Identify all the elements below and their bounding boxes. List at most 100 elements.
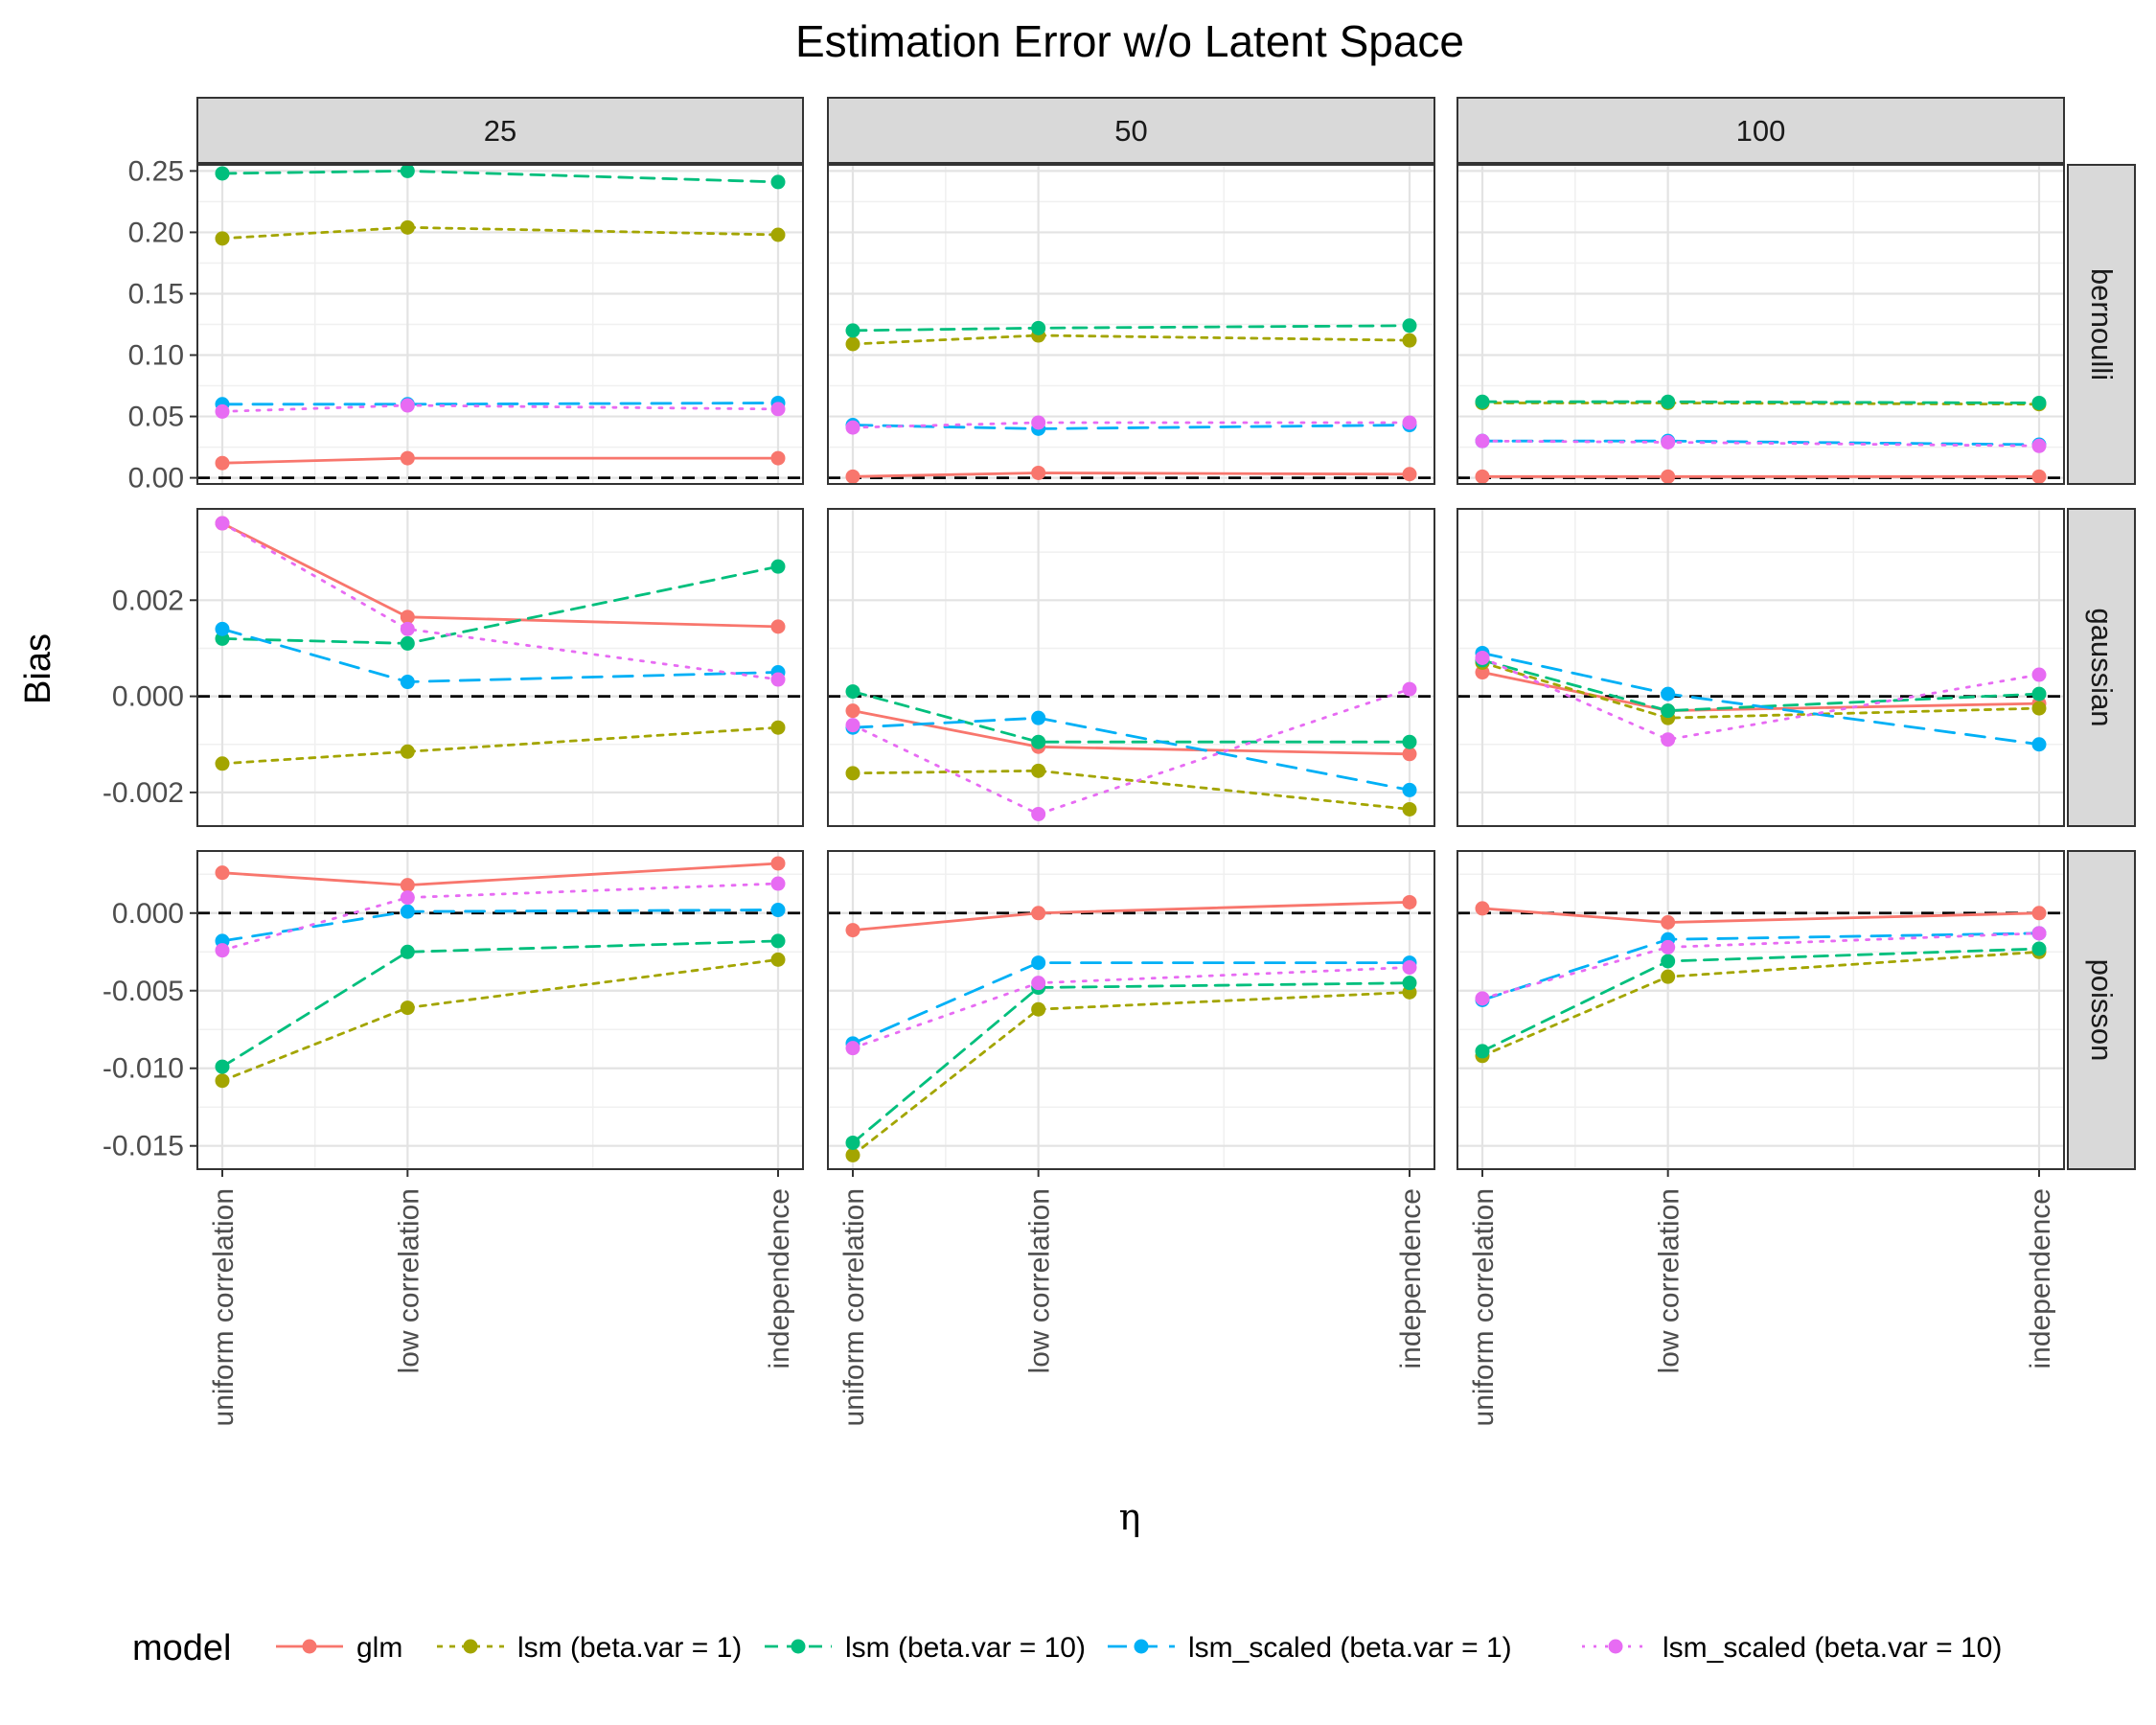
y-tick-label: -0.005: [103, 976, 184, 1007]
legend-key-point: [1608, 1639, 1623, 1654]
data-point-lsm-beta-var-10: [2031, 686, 2047, 702]
data-point-lsm-beta-var-1: [215, 1073, 230, 1089]
panel-poisson-25: [196, 850, 804, 1170]
data-point-lsm-beta-var-10: [1031, 320, 1046, 335]
panel-background: [828, 851, 1434, 1169]
data-point-lsm-scaled-beta-var-1: [215, 621, 230, 636]
data-point-glm: [1661, 469, 1676, 484]
data-point-lsm-scaled-beta-var-10: [2031, 667, 2047, 682]
data-point-glm: [1402, 894, 1417, 909]
panel-border: [827, 508, 1435, 827]
data-point-lsm-beta-var-1: [845, 766, 860, 781]
chart-title: Estimation Error w/o Latent Space: [795, 16, 1464, 66]
data-point-glm: [400, 610, 415, 625]
panel-background: [1457, 851, 2064, 1169]
data-point-glm: [1661, 914, 1676, 930]
data-point-lsm-beta-var-1: [400, 219, 415, 235]
legend-label: lsm (beta.var = 10): [845, 1632, 1086, 1664]
data-point-glm: [845, 703, 860, 719]
data-point-lsm-beta-var-10: [2031, 941, 2047, 956]
data-point-lsm-scaled-beta-var-10: [2031, 438, 2047, 453]
data-point-lsm-beta-var-10: [845, 1135, 860, 1150]
data-point-glm: [1402, 747, 1417, 762]
data-point-lsm-beta-var-10: [845, 684, 860, 700]
data-point-lsm-beta-var-10: [215, 1059, 230, 1074]
data-point-lsm-beta-var-1: [400, 1000, 415, 1016]
x-tick-label: independence: [1395, 1188, 1427, 1369]
data-point-lsm-beta-var-1: [1402, 333, 1417, 348]
panel-bernoulli-100: [1456, 164, 2065, 485]
y-tick-label: 0.000: [112, 681, 184, 713]
x-tick-label: uniform correlation: [208, 1188, 240, 1426]
data-point-lsm-scaled-beta-var-10: [1661, 732, 1676, 748]
y-tick-label: 0.05: [128, 402, 184, 433]
data-point-lsm-beta-var-10: [1475, 394, 1490, 409]
data-point-lsm-beta-var-10: [1475, 1044, 1490, 1059]
y-tick-label: 0.00: [128, 463, 184, 494]
data-point-glm: [215, 865, 230, 881]
data-point-lsm-scaled-beta-var-1: [1661, 686, 1676, 702]
panel-gaussian-100: [1456, 508, 2065, 827]
data-point-lsm-beta-var-10: [400, 635, 415, 651]
panel-border: [1456, 850, 2065, 1170]
x-tick-label: independence: [764, 1188, 795, 1369]
facet-strip-row: [2067, 850, 2136, 1170]
y-axis-title: Bias: [18, 633, 58, 704]
data-point-lsm-beta-var-10: [400, 163, 415, 178]
panel-background: [1457, 509, 2064, 826]
data-point-glm: [2031, 469, 2047, 484]
legend-item-glm: glm: [276, 1632, 402, 1664]
data-point-lsm-beta-var-1: [1031, 763, 1046, 778]
data-point-glm: [770, 856, 786, 871]
data-point-lsm-scaled-beta-var-10: [215, 943, 230, 958]
series-line-lsm-beta-var-10: [1480, 658, 2041, 713]
data-point-lsm-scaled-beta-var-10: [845, 420, 860, 435]
panel-border: [196, 850, 804, 1170]
legend-key-point: [302, 1639, 317, 1654]
data-point-glm: [1031, 906, 1046, 921]
data-point-glm: [1031, 465, 1046, 480]
facet-strip-label: gaussian: [2085, 608, 2119, 726]
data-point-lsm-beta-var-1: [770, 227, 786, 242]
legend-label: lsm_scaled (beta.var = 1): [1188, 1632, 1512, 1664]
data-point-lsm-beta-var-1: [1661, 969, 1676, 984]
data-point-glm: [400, 878, 415, 893]
data-point-lsm-beta-var-10: [1661, 954, 1676, 969]
data-point-lsm-scaled-beta-var-10: [770, 402, 786, 417]
data-point-lsm-beta-var-1: [845, 336, 860, 352]
panel-poisson-50: [827, 850, 1435, 1170]
data-point-lsm-scaled-beta-var-10: [2031, 926, 2047, 941]
x-axis-title: η: [1119, 1496, 1141, 1538]
series-line-lsm-beta-var-10: [851, 690, 1411, 744]
data-point-lsm-scaled-beta-var-10: [1475, 650, 1490, 665]
panel-gaussian-25: [196, 508, 804, 827]
data-point-lsm-scaled-beta-var-10: [215, 403, 230, 419]
data-point-lsm-scaled-beta-var-1: [2031, 737, 2047, 752]
legend-key-point: [1134, 1639, 1149, 1654]
y-tick-label: 0.000: [112, 898, 184, 930]
series-line-lsm-scaled-beta-var-10: [1480, 932, 2041, 1000]
data-point-lsm-beta-var-10: [1661, 703, 1676, 719]
panel-background: [197, 851, 803, 1169]
panel-poisson-100: [1456, 850, 2065, 1170]
facet-strip-column: [827, 97, 1435, 164]
data-point-lsm-scaled-beta-var-10: [400, 621, 415, 636]
data-point-lsm-scaled-beta-var-10: [1031, 415, 1046, 430]
data-point-lsm-scaled-beta-var-10: [215, 516, 230, 531]
y-tick-label: 0.002: [112, 585, 184, 616]
data-point-lsm-beta-var-10: [215, 166, 230, 181]
data-point-glm: [1402, 467, 1417, 482]
data-point-lsm-scaled-beta-var-1: [400, 904, 415, 919]
facet-strip-label: 50: [1114, 114, 1147, 148]
data-point-lsm-beta-var-10: [1031, 734, 1046, 749]
legend-title: model: [132, 1628, 232, 1668]
data-point-lsm-scaled-beta-var-10: [1031, 976, 1046, 991]
x-tick-label: low correlation: [1024, 1188, 1056, 1373]
legend-item-lsm-beta-var-10: lsm (beta.var = 10): [765, 1632, 1086, 1664]
legend-item-lsm-scaled-beta-var-1: lsm_scaled (beta.var = 1): [1108, 1632, 1512, 1664]
data-point-lsm-beta-var-1: [400, 744, 415, 759]
panel-bernoulli-25: [196, 163, 804, 485]
y-tick-label: -0.015: [103, 1131, 184, 1162]
data-point-lsm-beta-var-10: [400, 944, 415, 959]
facet-strip-row: [2067, 164, 2136, 485]
